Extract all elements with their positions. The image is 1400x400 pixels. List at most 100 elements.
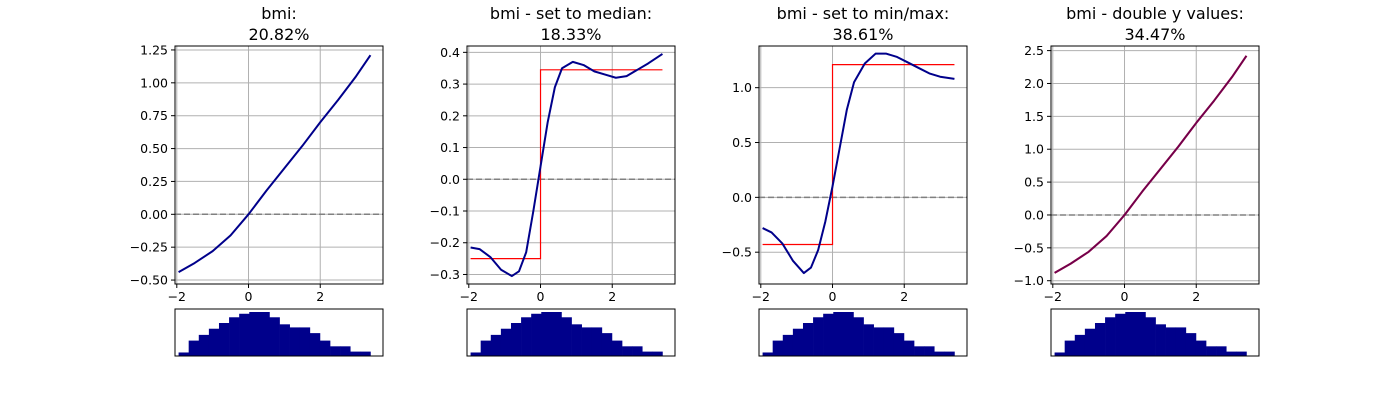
y-tick-label: 0.0 (1024, 207, 1044, 222)
y-tick-label: 0.50 (140, 141, 168, 156)
histogram-bar (299, 327, 311, 356)
histogram-bar (1226, 351, 1237, 356)
histogram-bar (914, 346, 925, 356)
y-tick-label: 0.00 (140, 207, 168, 222)
series-line (470, 53, 664, 278)
histogram-bar (1074, 334, 1086, 356)
chart-title-percent: 34.47% (1124, 25, 1185, 44)
histogram-bar (1135, 312, 1146, 356)
y-tick-label: 0.75 (140, 108, 168, 123)
histogram-bar (1155, 324, 1166, 356)
histogram-bar (632, 346, 643, 356)
histogram-bar (1175, 327, 1187, 356)
step-line (762, 64, 955, 246)
axes-frame (758, 45, 968, 285)
histogram-bar (208, 328, 220, 356)
y-tick-label: 1.00 (140, 75, 168, 90)
axes-frame (1050, 45, 1260, 285)
y-tick-label: 0.3 (440, 77, 460, 92)
histogram-bar (1115, 313, 1126, 356)
histogram-bar (802, 323, 814, 356)
histogram-bar (833, 312, 844, 356)
series-line (1054, 55, 1248, 274)
histogram-bar (1105, 317, 1116, 356)
histogram-bar (571, 324, 582, 356)
y-tick-label: 0.25 (140, 174, 168, 189)
histogram-frame (758, 308, 968, 357)
series-line (178, 54, 372, 274)
y-tick-label: −1.0 (1014, 273, 1044, 288)
histogram-bar (1185, 333, 1197, 356)
x-tick-label: −2 (752, 289, 770, 304)
x-tick-label: −2 (1044, 289, 1062, 304)
chart-panel-1: bmi: 20.82% −2 0 2 −0.50 −0.25 0.00 0.25 0.50 0.75… (130, 4, 384, 357)
y-tick-label: 2.5 (1024, 43, 1044, 58)
histogram-bar (551, 312, 562, 356)
y-tick-label: −0.25 (130, 240, 168, 255)
x-tick-label: 0 (245, 289, 253, 304)
y-tick-label: 2.0 (1024, 76, 1044, 91)
y-tick-label: −0.2 (430, 235, 460, 250)
histogram-bar (762, 352, 773, 356)
histogram-bar (218, 323, 230, 356)
histogram-bar (521, 317, 532, 356)
y-tick-label: −0.50 (130, 273, 168, 288)
x-tick-label: 0 (829, 289, 837, 304)
y-tick-label: 0.1 (440, 140, 460, 155)
histogram-bar (198, 334, 210, 356)
histogram-bar (319, 340, 331, 356)
histogram-bar (269, 317, 280, 356)
histogram-bar (903, 340, 915, 356)
histogram-frame (466, 308, 676, 357)
histogram-bar (873, 327, 885, 356)
histogram-bar (863, 324, 874, 356)
histogram-bar (480, 340, 492, 356)
histogram-bar (944, 351, 955, 356)
axes-frame (466, 45, 676, 285)
histogram-bar (1125, 312, 1136, 356)
histogram-bar (510, 323, 522, 356)
histogram-bar (642, 351, 653, 356)
y-tick-label: 0.0 (440, 172, 460, 187)
histogram-bar (1206, 346, 1217, 356)
chart-title-percent: 38.61% (832, 25, 893, 44)
histogram-bar (229, 317, 240, 356)
histogram-frame (174, 308, 384, 357)
histogram-bar (330, 346, 341, 356)
histogram-bar (1064, 340, 1076, 356)
histogram-bar (883, 327, 895, 356)
histogram-bar (1236, 351, 1247, 356)
y-tick-label: 0.2 (440, 108, 460, 123)
histogram-bar (309, 333, 321, 356)
y-tick-label: 0.5 (732, 135, 752, 150)
histogram-bar (360, 351, 371, 356)
x-tick-label: 0 (1121, 289, 1129, 304)
histogram-bar (531, 313, 542, 356)
histogram-bar (601, 333, 613, 356)
histogram-bar (279, 324, 290, 356)
x-tick-label: 2 (316, 289, 324, 304)
chart-title-percent: 18.33% (540, 25, 601, 44)
histogram-bar (772, 340, 784, 356)
y-tick-label: 1.0 (1024, 142, 1044, 157)
histogram-bar (561, 317, 572, 356)
histogram-bar (340, 346, 351, 356)
chart-panel-4: bmi - double y values: 34.47% −2 0 2 −1.0 −0.5… (1014, 4, 1260, 357)
histogram-bar (1054, 352, 1065, 356)
histogram-bar (924, 346, 935, 356)
histogram-bar (843, 312, 854, 356)
histogram-bar (823, 313, 834, 356)
step-line (470, 69, 663, 260)
chart-panel-2: bmi - set to median: 18.33% −2 0 2 −0.3 −0.2 −0… (430, 4, 676, 357)
histogram-bar (611, 340, 623, 356)
series-line (762, 52, 955, 275)
y-tick-label: 0.5 (1024, 175, 1044, 190)
chart-title-percent: 20.82% (248, 25, 309, 44)
histogram-bar (652, 351, 663, 356)
x-tick-label: 0 (537, 289, 545, 304)
histogram-bar (178, 352, 189, 356)
chart-title: bmi: (261, 4, 297, 23)
histogram-bar (249, 312, 260, 356)
axes-frame (174, 45, 384, 285)
